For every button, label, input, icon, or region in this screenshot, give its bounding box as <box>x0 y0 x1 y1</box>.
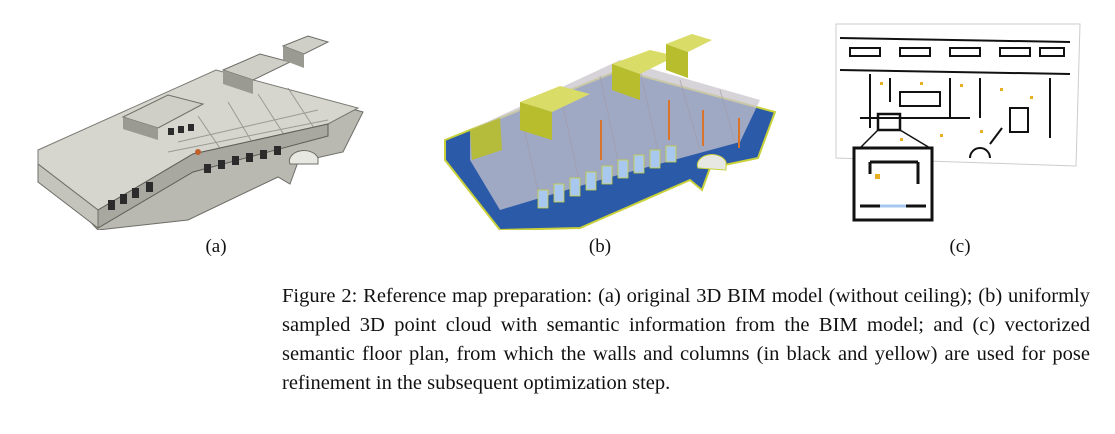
bim-model-image <box>37 35 364 230</box>
figure-caption: Figure 2: Reference map preparation: (a)… <box>282 285 1090 394</box>
panel-b-label: (b) <box>588 236 612 257</box>
panel-a-bim-model <box>28 32 368 230</box>
panel-a-label: (a) <box>205 236 227 257</box>
panel-b-point-cloud <box>440 30 780 230</box>
panel-c-label: (c) <box>949 236 971 257</box>
panel-c-floor-plan <box>830 18 1092 230</box>
point-cloud-image <box>444 34 777 230</box>
floor-plan-image <box>835 23 1081 222</box>
